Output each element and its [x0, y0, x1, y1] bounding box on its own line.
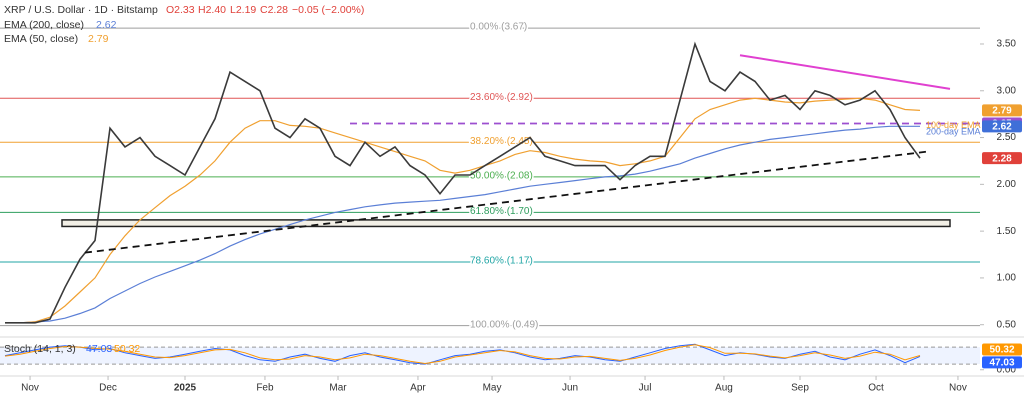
x-tick-label: Aug: [715, 383, 733, 394]
legend-value: 2.79: [88, 33, 109, 45]
x-tick-label: Oct: [868, 383, 884, 394]
x-tick-label: May: [483, 383, 502, 394]
symbol: XRP / U.S. Dollar · 1D · Bitstamp: [4, 4, 158, 16]
x-tick-label: Nov: [949, 383, 967, 394]
y-tick-label: 0.00: [997, 364, 1017, 375]
stoch-band-fill: [0, 347, 980, 365]
y-tick-label: 1.50: [997, 226, 1017, 237]
y-tick-label: 1.00: [997, 273, 1017, 284]
stoch-line: [4, 343, 921, 365]
price-line: [5, 41, 921, 324]
y-tick-label: 0.50: [997, 319, 1017, 330]
price-tag-label: 2.62: [992, 121, 1012, 132]
fib-label: 23.60% (2.92): [470, 92, 533, 103]
price-tag: [982, 120, 1022, 133]
y-tick-label: 3.00: [997, 85, 1017, 96]
price-tag-label: 2.28: [992, 153, 1012, 164]
price-tag-label: 50.32: [989, 345, 1014, 356]
legend-name: EMA (50, close): [4, 33, 78, 45]
price-tag: [982, 356, 1022, 369]
low: L2.19: [230, 4, 256, 16]
price-tag: [982, 343, 1022, 356]
ema-line: [5, 97, 921, 324]
close: C2.28: [260, 4, 288, 16]
x-tick-label: 2025: [174, 383, 197, 394]
price-tag-label: 47.03: [989, 358, 1014, 369]
x-tick-label: Jul: [639, 383, 652, 394]
y-tick-label: 3.50: [997, 39, 1017, 50]
price-tag: [982, 104, 1022, 117]
legend-value: 50.32: [114, 343, 140, 355]
x-tick-label: Apr: [410, 383, 426, 394]
x-tick-label: Jun: [562, 383, 578, 394]
trend-line: [84, 150, 928, 254]
stoch-line: [4, 344, 921, 365]
annotation: 100-day EMA: [926, 120, 981, 130]
stoch-title: Stoch (14, 1, 3): [4, 343, 76, 355]
change: −0.05 (−2.00%): [292, 4, 364, 16]
support-zone: [61, 219, 951, 228]
fib-label: 50.00% (2.08): [470, 170, 533, 181]
ema-line: [5, 125, 920, 324]
x-tick-label: Sep: [791, 383, 809, 394]
legend-value: 2.62: [96, 19, 117, 31]
fib-label: 61.80% (1.70): [470, 206, 533, 217]
legend-value: 47.03: [86, 343, 112, 355]
high: H2.40: [198, 4, 226, 16]
fib-label: 100.00% (0.49): [470, 319, 538, 330]
price-tag: [982, 152, 1022, 165]
x-tick-label: Mar: [329, 383, 347, 394]
y-tick-label: 2.50: [997, 132, 1017, 143]
y-tick-label: 2.00: [997, 179, 1017, 190]
fib-label: 0.00% (3.67): [470, 22, 527, 33]
trend-line: [739, 54, 951, 90]
open: O2.33: [166, 4, 195, 16]
fib-label: 78.60% (1.17): [470, 256, 533, 267]
price-tag-label: 2.79: [992, 106, 1012, 117]
x-tick-label: Dec: [99, 383, 117, 394]
legend: XRP / U.S. Dollar · 1D · Bitstamp O2.33 …: [4, 4, 364, 16]
legend-name: EMA (200, close): [4, 19, 84, 31]
x-tick-label: Nov: [21, 383, 39, 394]
annotation: 200-day EMA: [926, 127, 981, 137]
x-tick-label: Feb: [256, 383, 274, 394]
